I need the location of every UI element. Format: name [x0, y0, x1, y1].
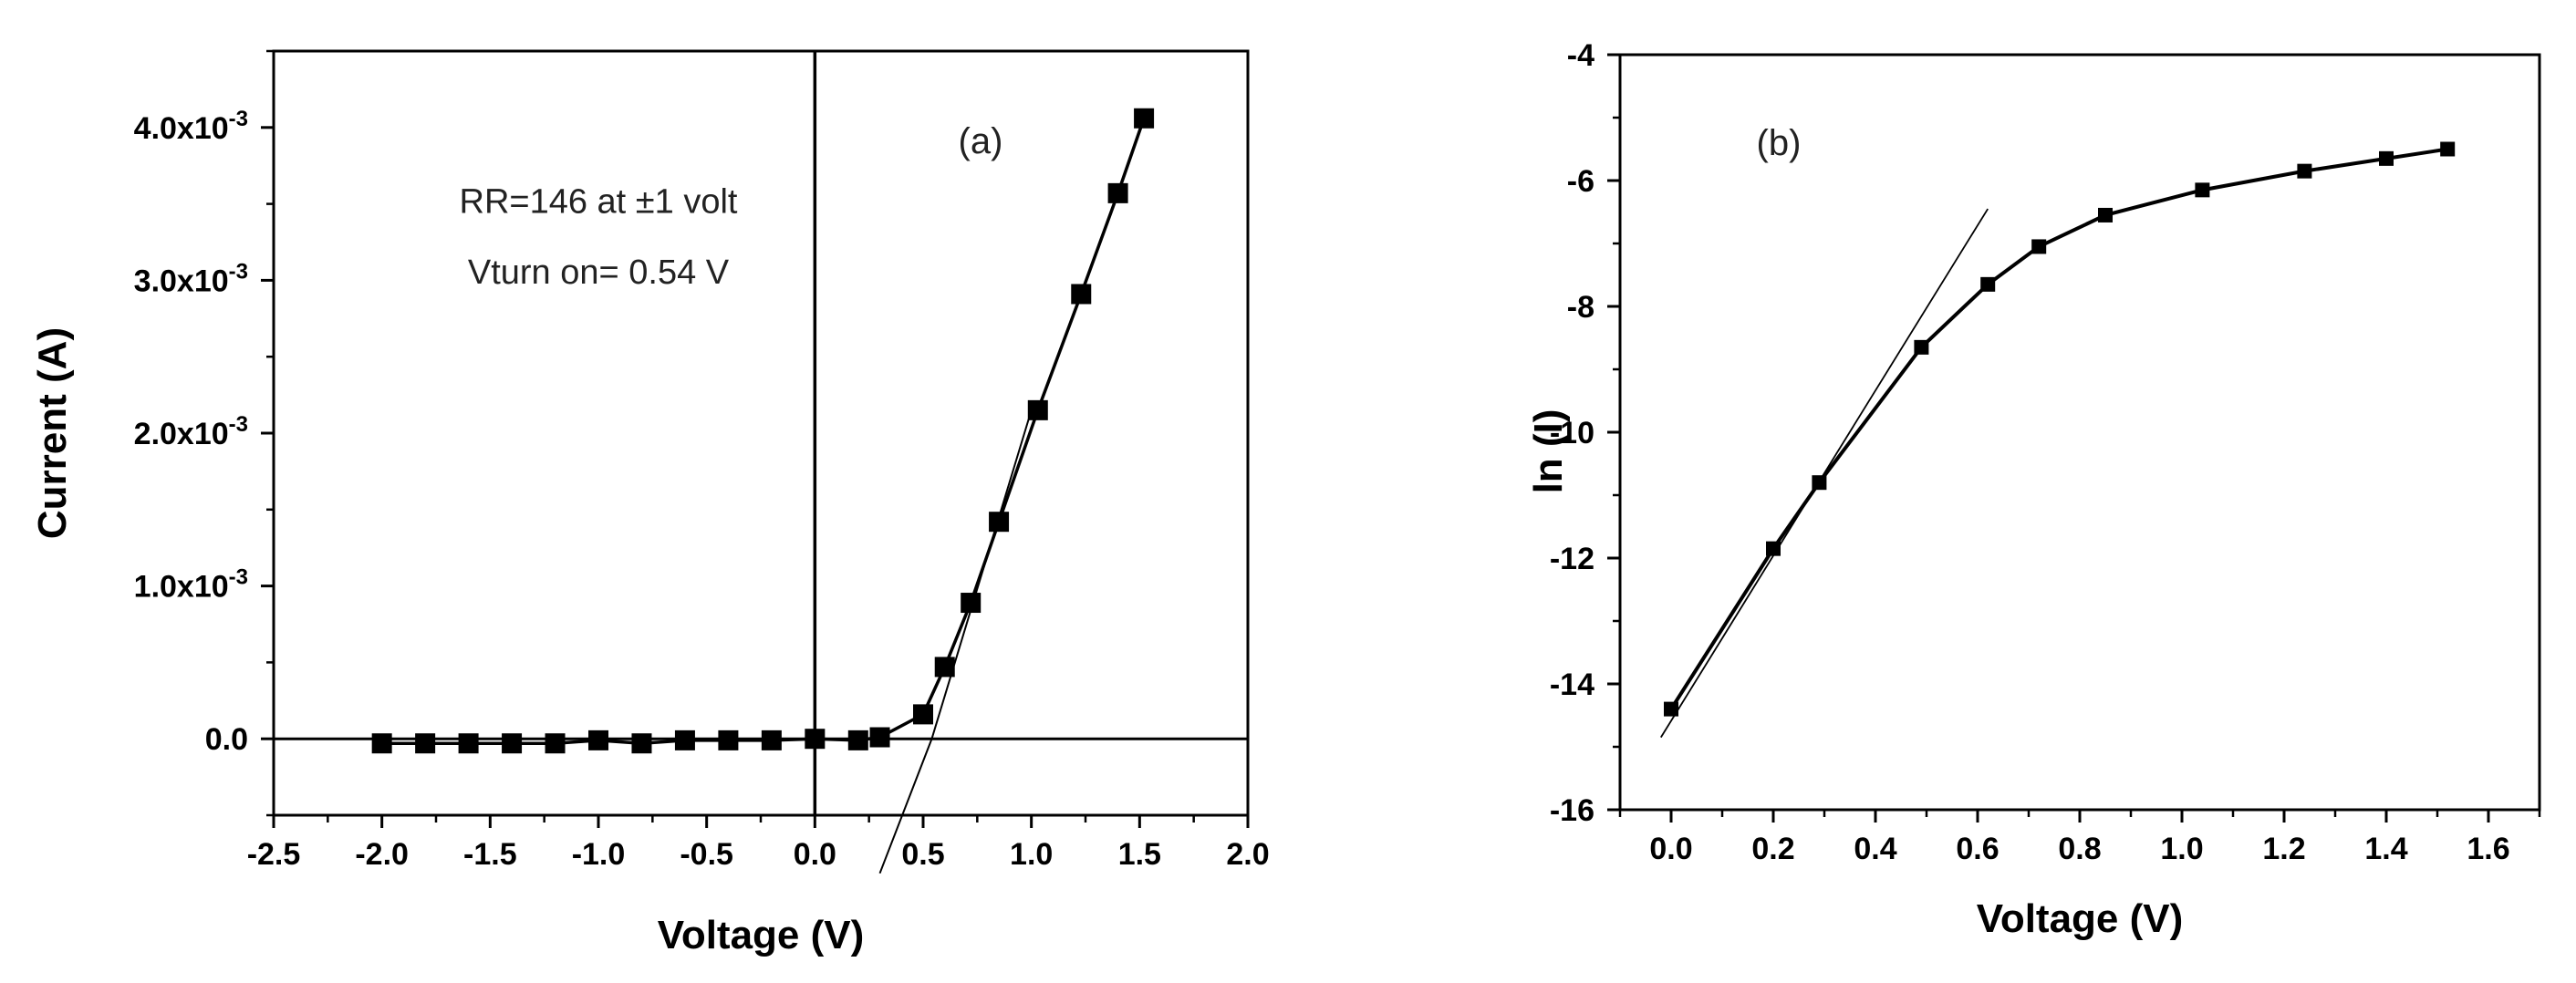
panel-a-x-tick-label: -1.5 — [463, 837, 517, 872]
panel-b-x-tick-label: 0.4 — [1854, 832, 1896, 866]
panel-a-data-point — [805, 729, 826, 750]
panel-a-iv-curve: -2.5 -2.0 -1.5 -1.0 -0.5 0.0 0.5 1.0 1.5 2.0 0.0 1… — [30, 49, 1270, 957]
panel-a-y-tick-label: 1.0x10-3 — [134, 565, 248, 605]
panel-a-data-point — [1071, 284, 1092, 305]
panel-b-y-tick-label: -4 — [1567, 38, 1594, 73]
panel-a-x-tick-label: -0.5 — [680, 837, 733, 872]
panel-a-data-point — [674, 729, 695, 750]
panel-a-data-point — [761, 729, 782, 750]
panel-a-data-point — [458, 733, 479, 754]
panel-b-x-tick-label: 1.4 — [2364, 832, 2407, 866]
panel-a-data-point — [545, 733, 566, 754]
panel-b-x-axis-title: Voltage (V) — [1977, 896, 2184, 941]
panel-a-annotation: RR=146 at ±1 volt — [460, 183, 738, 222]
panel-a-y-tick-label: 4.0x10-3 — [134, 107, 248, 146]
panel-b-ln-curve: 0.0 0.2 0.4 0.6 0.8 1.0 1.2 1.4 1.6 -16 -14 -12 -10… — [1526, 38, 2541, 941]
panel-a-data-point — [961, 593, 982, 614]
panel-b-data-point — [1664, 701, 1678, 717]
panel-b-y-axis-title: ln (I) — [1526, 409, 1571, 494]
panel-b-x-tick-label: 0.2 — [1751, 832, 1794, 866]
panel-a-data-point — [415, 733, 436, 754]
panel-b-x-tick-label: 0.6 — [1956, 832, 1999, 866]
panel-a-data-point — [1134, 108, 1155, 129]
panel-a-data-point — [718, 729, 739, 750]
panel-a-x-tick-label: 0.0 — [794, 837, 836, 872]
panel-a-data-point — [847, 729, 868, 750]
panel-b-y-tick-label: -10 — [1550, 416, 1594, 450]
panel-a-data-point — [1107, 182, 1128, 203]
panel-a-data-point — [989, 512, 1010, 533]
panel-b-data-point — [1812, 475, 1827, 491]
panel-a-x-tick-label: -2.0 — [355, 837, 409, 872]
panel-a-data-point — [631, 733, 652, 754]
panel-b-x-tick-label: 0.0 — [1649, 832, 1692, 866]
panel-a-x-axis-title: Voltage (V) — [658, 913, 865, 957]
panel-a-y-tick-label: 2.0x10-3 — [134, 412, 248, 451]
panel-b-data-point — [2098, 207, 2113, 222]
panel-a-x-tick-label: -2.5 — [247, 837, 301, 872]
panel-a-data-point — [869, 727, 890, 748]
panel-a-x-tick-label: -1.0 — [572, 837, 626, 872]
panel-b-data-point — [1914, 339, 1929, 355]
panel-b-plot-frame — [1618, 53, 2541, 812]
panel-b-x-tick-label: 0.8 — [2058, 832, 2101, 866]
panel-a-x-tick-label: 2.0 — [1226, 837, 1269, 872]
panel-b-y-tick-label: -16 — [1550, 793, 1594, 828]
panel-a-data-point — [934, 657, 955, 678]
panel-a-x-tick-label: 0.5 — [901, 837, 944, 872]
panel-a-y-tick-label: 3.0x10-3 — [134, 259, 248, 298]
panel-a-data-point — [502, 733, 523, 754]
panel-b-y-tick-label: -12 — [1550, 542, 1594, 576]
panel-b-x-tick-label: 1.6 — [2467, 832, 2509, 866]
panel-b-y-tick-label: -14 — [1550, 667, 1594, 702]
panel-a-label: (a) — [959, 121, 1003, 161]
panel-b-data-point — [2297, 163, 2312, 179]
panel-a-y-axis-title: Current (A) — [30, 327, 75, 539]
panel-b-y-tick-label: -6 — [1567, 164, 1594, 199]
panel-a-plot-frame — [272, 49, 1250, 817]
panel-b-data-point — [2379, 150, 2394, 166]
panel-b-data-point — [2031, 239, 2047, 254]
panel-b-data-point — [2440, 141, 2456, 157]
panel-b-data-point — [2195, 182, 2210, 198]
panel-a-annotation: Vturn on= 0.54 V — [468, 254, 730, 292]
panel-b-label: (b) — [1757, 123, 1802, 163]
panel-a-x-tick-label: 1.5 — [1118, 837, 1161, 872]
panel-b-data-point — [1980, 276, 1996, 292]
panel-b-x-tick-label: 1.0 — [2160, 832, 2203, 866]
panel-a-data-point — [588, 729, 608, 750]
panel-b-x-tick-label: 1.2 — [2262, 832, 2305, 866]
panel-a-y-tick-label: 0.0 — [205, 722, 248, 757]
panel-a-data-point — [913, 704, 933, 725]
panel-a-data-point — [371, 733, 392, 754]
panel-a-x-tick-label: 1.0 — [1010, 837, 1053, 872]
panel-b-data-point — [1766, 541, 1781, 556]
panel-b-y-tick-label: -8 — [1567, 290, 1594, 325]
panel-a-data-point — [1027, 399, 1048, 420]
panel-b-series-line — [1669, 147, 2448, 710]
